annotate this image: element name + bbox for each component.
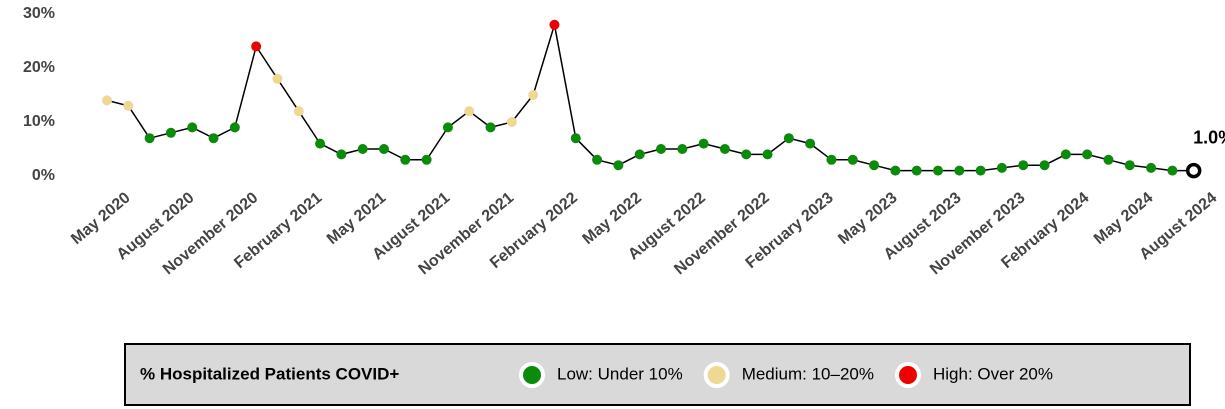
data-point (996, 162, 1007, 173)
data-point (187, 122, 198, 133)
data-point (975, 165, 986, 176)
data-point (506, 117, 517, 127)
data-point (741, 149, 752, 160)
data-point (1103, 154, 1114, 165)
data-point (1167, 165, 1178, 176)
legend-label: Medium: 10–20% (742, 364, 874, 383)
data-point (805, 138, 816, 149)
data-point (847, 154, 858, 165)
data-point (613, 160, 624, 171)
data-point (102, 95, 112, 106)
x-tick-label: May 2021 (324, 189, 390, 248)
y-tick-label: 10% (23, 113, 55, 130)
data-point (485, 122, 496, 133)
data-point (762, 149, 773, 160)
data-point (464, 106, 475, 117)
data-point (1082, 149, 1093, 160)
data-point (719, 144, 730, 154)
data-point (1039, 160, 1050, 171)
legend-label: Low: Under 10% (557, 364, 683, 383)
y-tick-label: 20% (23, 59, 55, 76)
x-tick-label: May 2024 (1091, 189, 1157, 248)
data-point (869, 160, 880, 171)
data-point (400, 154, 411, 165)
data-point (783, 133, 794, 144)
x-tick-label: May 2023 (835, 189, 901, 248)
data-point (570, 133, 581, 144)
y-tick-label: 0% (32, 167, 55, 184)
data-point (911, 165, 922, 176)
data-point (293, 106, 304, 117)
data-point (634, 149, 645, 160)
data-point (954, 165, 965, 176)
data-point (251, 41, 262, 52)
data-point (442, 122, 453, 133)
legend-marker (895, 362, 921, 388)
data-point (1124, 160, 1135, 171)
data-point (357, 144, 368, 154)
data-point (528, 90, 539, 100)
data-point (144, 133, 155, 144)
data-point (1185, 162, 1202, 179)
series-line (106, 24, 1194, 172)
data-point (549, 19, 560, 30)
data-point (379, 144, 389, 154)
data-point (229, 122, 240, 133)
data-point (592, 154, 603, 165)
legend-title: % Hospitalized Patients COVID+ (140, 364, 399, 383)
data-point (336, 149, 347, 160)
data-point (698, 138, 709, 149)
data-point (123, 100, 134, 111)
data-point (656, 144, 666, 154)
legend-label: High: Over 20% (933, 364, 1053, 383)
data-point (1018, 160, 1029, 171)
x-tick-label: May 2020 (68, 189, 134, 248)
data-point (208, 133, 219, 144)
y-tick-label: 30% (23, 5, 55, 22)
data-point (677, 144, 688, 154)
data-point (826, 154, 837, 165)
data-point (1146, 162, 1157, 173)
data-point (315, 138, 326, 149)
legend-box (124, 343, 1191, 406)
data-point (1060, 149, 1071, 160)
data-point (933, 165, 943, 176)
annotation: 1.0% (1193, 127, 1225, 147)
data-point (272, 73, 283, 84)
data-point (890, 165, 901, 176)
legend-marker (703, 362, 730, 388)
legend-marker (519, 362, 545, 388)
x-tick-label: May 2022 (580, 189, 646, 248)
data-point (165, 127, 176, 138)
data-point (421, 154, 432, 165)
